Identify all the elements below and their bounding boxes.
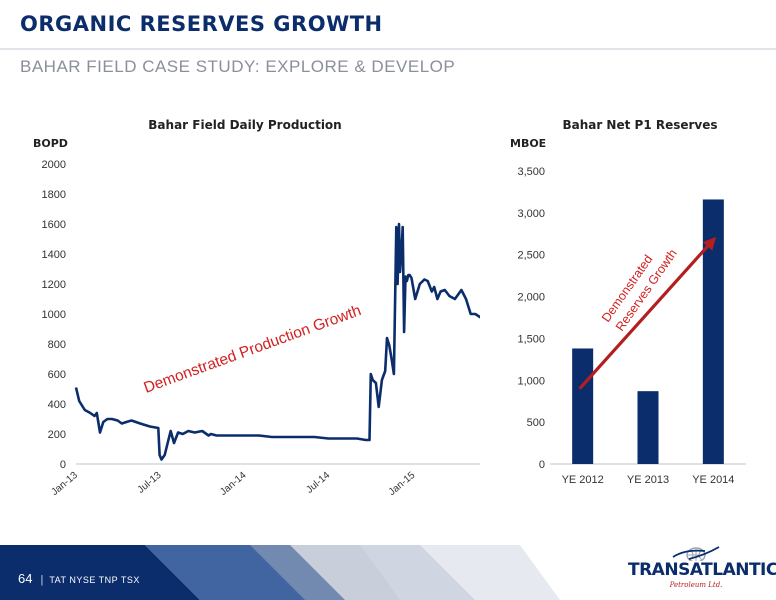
company-logo: TRANSATLANTIC Petroleum Ltd. — [628, 545, 776, 593]
title-divider — [0, 48, 776, 50]
globe-icon — [672, 546, 720, 561]
reserves-y-tick-label: 2,000 — [517, 292, 545, 304]
logo-wordmark: TRANSATLANTIC — [628, 560, 776, 580]
production-x-tick-label: Jan-14 — [218, 470, 249, 498]
production-y-tick-label: 2000 — [42, 159, 66, 171]
reserves-y-tick-label: 1,000 — [517, 375, 545, 387]
reserves-y-tick-label: 0 — [539, 459, 545, 471]
footer-text: 64 | TAT NYSE TNP TSX — [18, 571, 140, 586]
reserves-growth-arrow — [578, 236, 717, 390]
production-y-tick-label: 1600 — [42, 219, 66, 231]
production-y-tick-label: 1000 — [42, 309, 66, 321]
reserves-y-tick-label: 2,500 — [517, 250, 545, 262]
production-y-unit: BOPD — [33, 137, 68, 150]
footer-separator: | — [40, 574, 44, 586]
reserves-bar — [637, 391, 659, 464]
reserves-bar — [702, 199, 724, 464]
reserves-chart-title: Bahar Net P1 Reserves — [562, 118, 718, 132]
page-number: 64 — [18, 571, 33, 586]
page-title: ORGANIC RESERVES GROWTH — [20, 12, 383, 36]
footer-band — [0, 545, 560, 600]
production-line-chart: 0 200 400 600 800 1000 1200 1400 1600 1800 2000 Jan… — [42, 159, 480, 498]
reserves-y-tick-label: 500 — [527, 417, 545, 429]
production-chart-title: Bahar Field Daily Production — [148, 118, 342, 132]
reserves-bar — [572, 348, 594, 464]
stock-tickers: TAT NYSE TNP TSX — [49, 575, 140, 585]
logo-tagline: Petroleum Ltd. — [669, 581, 723, 589]
reserves-y-tick-label: 3,500 — [517, 166, 545, 178]
production-y-tick-label: 200 — [48, 429, 66, 441]
reserves-category-label: YE 2013 — [627, 474, 669, 486]
production-y-tick-label: 600 — [48, 369, 66, 381]
reserves-bar-chart: 0 500 1,000 1,500 2,000 2,500 3,000 3,500 YE 201… — [517, 166, 746, 486]
production-y-tick-label: 1400 — [42, 249, 66, 261]
production-y-tick-label: 800 — [48, 339, 66, 351]
production-x-tick-label: Jan-15 — [387, 470, 418, 498]
reserves-category-label: YE 2014 — [692, 474, 734, 486]
production-x-tick-label: Jul-13 — [136, 470, 164, 496]
production-y-tick-label: 0 — [60, 459, 66, 471]
production-x-tick-label: Jan-13 — [49, 470, 80, 498]
page-subtitle: BAHAR FIELD CASE STUDY: EXPLORE & DEVELO… — [20, 57, 456, 76]
production-y-tick-label: 400 — [48, 399, 66, 411]
production-y-tick-label: 1800 — [42, 189, 66, 201]
reserves-y-tick-label: 3,000 — [517, 208, 545, 220]
production-series-line — [74, 222, 480, 461]
production-growth-annotation: Demonstrated Production Growth — [142, 302, 364, 397]
reserves-y-unit: MBOE — [510, 137, 547, 150]
production-y-tick-label: 1200 — [42, 279, 66, 291]
reserves-category-label: YE 2012 — [562, 474, 604, 486]
production-x-tick-label: Jul-14 — [304, 470, 332, 496]
reserves-y-tick-label: 1,500 — [517, 333, 545, 345]
